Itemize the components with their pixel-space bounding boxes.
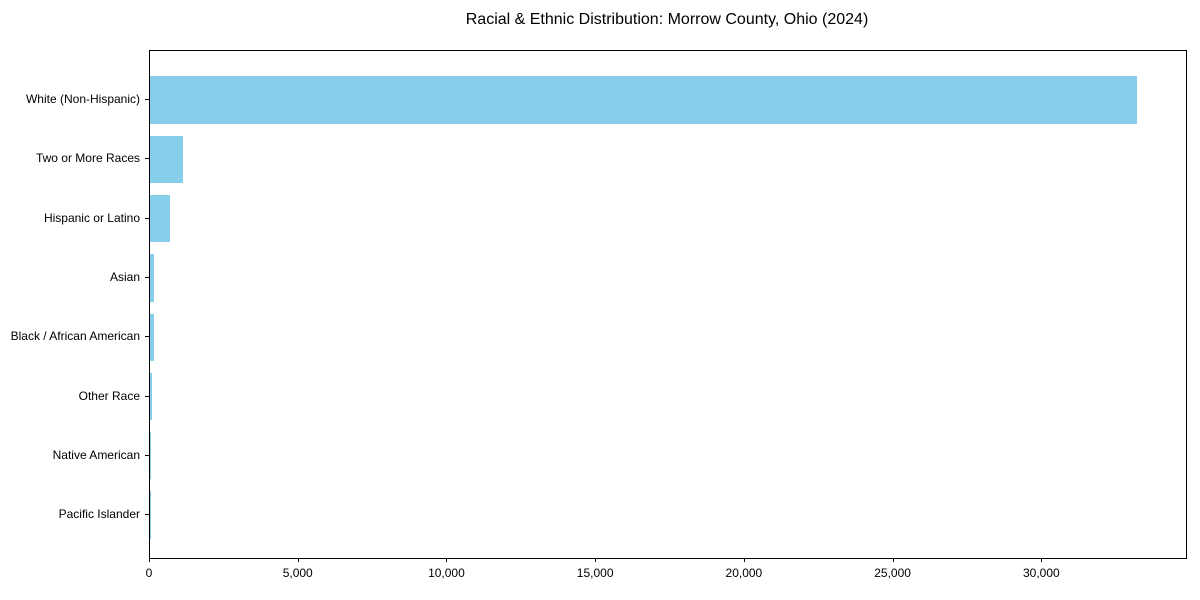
y-tick-label: Black / African American <box>10 329 140 344</box>
bar-hispanic-or-latino <box>150 194 171 243</box>
x-tick-mark <box>595 558 597 562</box>
x-tick-mark <box>892 558 894 562</box>
bar-asian <box>150 254 154 302</box>
x-tick-label: 20,000 <box>725 566 763 580</box>
x-tick-label: 15,000 <box>576 566 614 580</box>
bar-native-american <box>150 432 151 480</box>
y-tick-label: Asian <box>109 269 140 284</box>
y-tick-label: Native American <box>52 447 140 462</box>
x-tick-label: 0 <box>145 566 153 580</box>
y-tick-mark <box>145 158 149 160</box>
x-tick-mark <box>1041 558 1043 562</box>
x-tick-mark <box>149 558 150 562</box>
x-tick-mark <box>446 558 448 562</box>
plot-area <box>149 50 1187 559</box>
y-tick-mark <box>145 336 149 338</box>
y-tick-mark <box>145 276 149 278</box>
bar-black-african-american <box>150 313 155 361</box>
x-tick-label: 25,000 <box>874 566 911 580</box>
y-tick-label: Pacific Islander <box>58 507 140 522</box>
x-tick-label: 30,000 <box>1022 566 1060 580</box>
y-tick-mark <box>145 514 149 516</box>
y-tick-mark <box>145 217 149 219</box>
y-tick-mark <box>145 454 149 456</box>
y-tick-label: Hispanic or Latino <box>43 210 140 225</box>
x-tick-label: 5,000 <box>282 566 313 580</box>
y-tick-mark <box>145 99 149 100</box>
chart-title: Racial & Ethnic Distribution: Morrow Cou… <box>465 11 869 28</box>
bar-two-or-more-races <box>150 135 183 183</box>
bar-white-non-hispanic <box>150 76 1137 124</box>
y-tick-label: Two or More Races <box>35 151 140 166</box>
x-tick-mark <box>743 558 745 562</box>
x-tick-mark <box>297 558 299 562</box>
x-tick-label: 10,000 <box>428 566 465 580</box>
y-tick-label: Other Race <box>78 388 140 403</box>
y-tick-label: White (Non-Hispanic) <box>25 92 140 106</box>
bar-other-race <box>150 372 153 421</box>
y-tick-mark <box>145 395 149 397</box>
